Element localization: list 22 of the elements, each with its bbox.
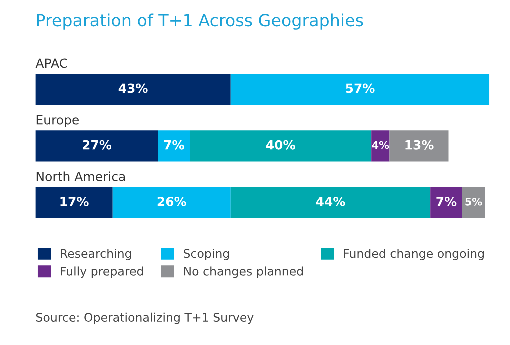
data-label: 17%	[60, 197, 89, 206]
data-label: 26%	[158, 197, 186, 206]
legend-label: No changes planned	[184, 266, 304, 278]
legend-label: Researching	[61, 249, 132, 260]
y-tick-label: APAC	[36, 58, 68, 68]
data-label: 43%	[118, 84, 148, 94]
legend-label: Scoping	[184, 249, 230, 260]
data-label: 44%	[316, 197, 346, 206]
legend-label: Fully prepared	[61, 266, 144, 278]
data-label: 7%	[436, 197, 457, 206]
data-label: 27%	[83, 140, 112, 150]
source-note: Source: Operationalizing T+1 Survey	[36, 312, 254, 324]
chart-title: Preparation of T+1 Across Geographies	[37, 14, 364, 30]
y-tick-label: North America	[36, 172, 126, 182]
legend-label: Funded change ongoing	[344, 249, 484, 260]
data-label: 13%	[406, 140, 434, 150]
data-label: 4%	[372, 141, 390, 150]
data-label: 57%	[346, 84, 375, 94]
data-label: 5%	[466, 198, 482, 206]
data-label: 7%	[164, 140, 184, 150]
data-label: 40%	[266, 140, 296, 150]
y-tick-label: Europe	[36, 116, 79, 128]
